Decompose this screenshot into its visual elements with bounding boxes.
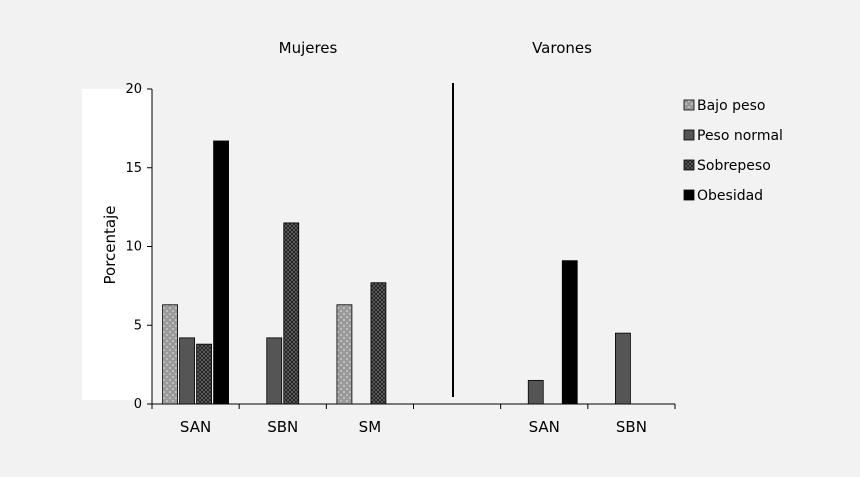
- legend-label: Sobrepeso: [697, 158, 771, 174]
- bar-bajo-peso: [162, 304, 178, 405]
- bar-peso-normal: [179, 337, 195, 405]
- y-tick-label: 5: [134, 318, 142, 333]
- x-tick-label: SBN: [616, 418, 647, 436]
- bar-obesidad: [213, 140, 229, 405]
- y-tick-label: 10: [125, 240, 142, 255]
- x-ticks: SAN SBN SM SAN SBN: [151, 404, 676, 436]
- plot-background: [82, 89, 152, 400]
- bar-peso-normal: [266, 337, 283, 405]
- legend-swatch: [683, 129, 695, 141]
- legend-swatch: [683, 99, 695, 111]
- y-axis-label: Porcentaje: [101, 206, 119, 285]
- legend-swatch: [683, 159, 695, 171]
- bar-sobrepeso: [283, 222, 300, 405]
- y-ticks: 0 5 10 15 20: [125, 82, 152, 412]
- y-tick-label: 15: [125, 161, 142, 176]
- legend-swatch: [683, 189, 695, 201]
- x-tick-label: SAN: [180, 418, 211, 436]
- panel-title-varones: Varones: [532, 39, 592, 57]
- y-tick-label: 20: [125, 82, 142, 97]
- legend-label: Obesidad: [697, 188, 763, 204]
- bars: [162, 140, 631, 405]
- bar-peso-normal: [527, 379, 544, 405]
- x-tick-label: SM: [359, 418, 381, 436]
- x-tick-label: SBN: [267, 418, 298, 436]
- bar-sobrepeso: [370, 282, 387, 405]
- bar-bajo-peso: [336, 304, 353, 405]
- legend-label: Bajo peso: [697, 98, 765, 114]
- bar-peso-normal: [615, 332, 631, 405]
- legend: Bajo peso Peso normal Sobrepeso Obesidad: [683, 98, 783, 204]
- y-tick-label: 0: [134, 397, 142, 412]
- legend-label: Peso normal: [697, 128, 783, 144]
- panel-title-mujeres: Mujeres: [279, 39, 338, 57]
- bar-sobrepeso: [196, 343, 212, 405]
- x-tick-label: SAN: [529, 418, 560, 436]
- bar-obesidad: [561, 260, 578, 405]
